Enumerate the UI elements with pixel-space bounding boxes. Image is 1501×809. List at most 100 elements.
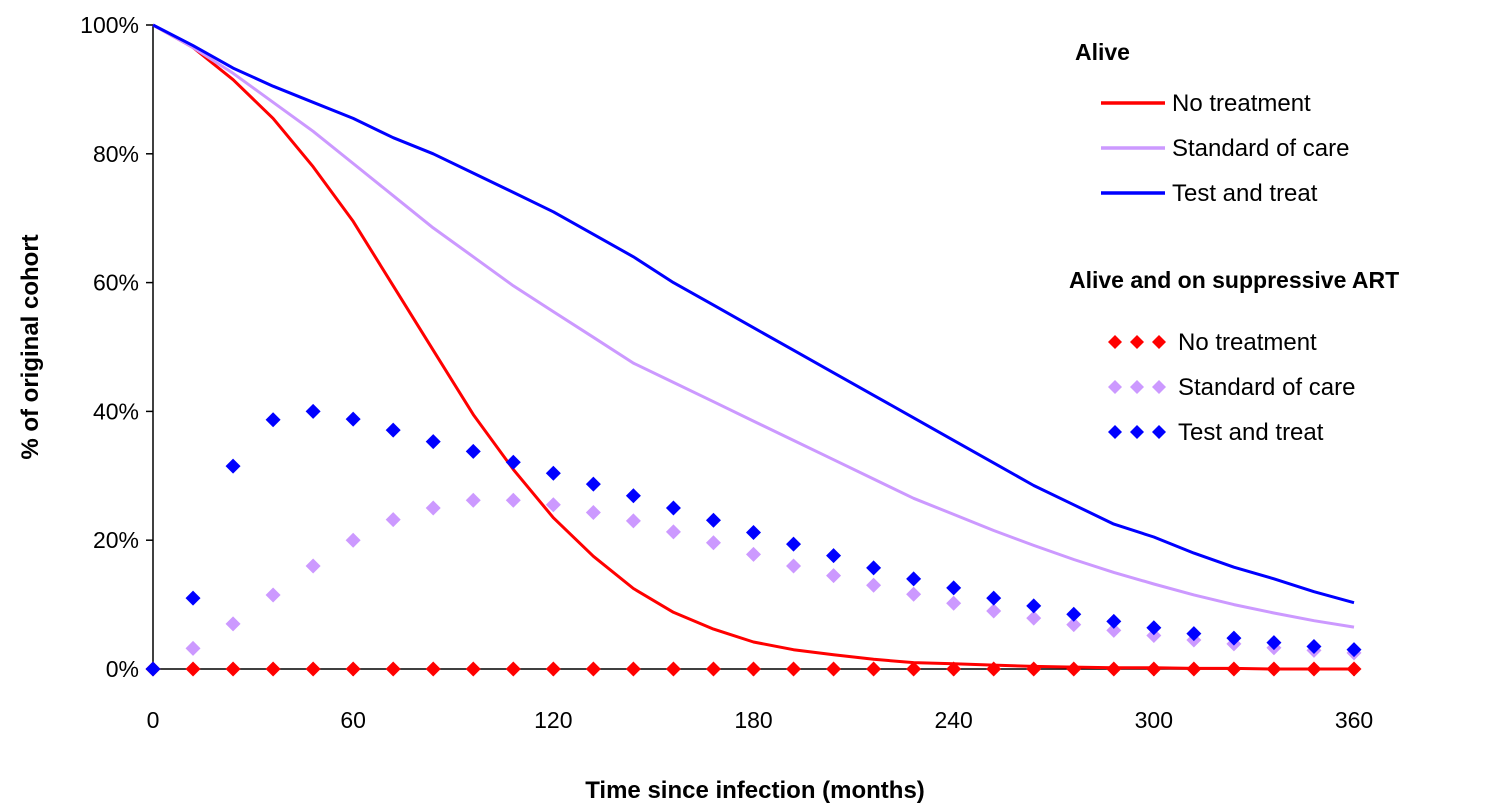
legend-label: Standard of care [1172, 135, 1349, 162]
art-point-no-treatment [665, 661, 681, 677]
art-point-standard-of-care [545, 497, 561, 513]
alive-line-standard-of-care [152, 23, 1355, 629]
art-point-standard-of-care [425, 500, 441, 516]
art-point-test-and-treat [1146, 620, 1162, 636]
legend: Alive No treatment Standard of care Test an… [1069, 39, 1399, 446]
art-point-no-treatment [746, 661, 761, 677]
legend-label: Test and treat [1178, 419, 1324, 446]
art-point-no-treatment [1106, 661, 1122, 677]
legend-diamond-swatch [1108, 335, 1122, 349]
art-point-test-and-treat [1066, 606, 1082, 622]
y-tick-label: 100% [80, 12, 139, 38]
art-point-standard-of-care [265, 587, 281, 603]
legend-diamond-swatch [1152, 335, 1166, 349]
x-tick-label: 0 [147, 707, 160, 733]
legend-label: Test and treat [1172, 180, 1318, 207]
art-point-test-and-treat [625, 488, 641, 504]
art-point-test-and-treat [826, 548, 842, 564]
art-point-test-and-treat [906, 571, 922, 587]
art-point-test-and-treat [545, 465, 561, 481]
art-point-no-treatment [305, 661, 321, 677]
art-point-standard-of-care [185, 640, 201, 656]
art-point-test-and-treat [145, 661, 161, 677]
art-point-no-treatment [1066, 661, 1082, 677]
y-axis-title: % of original cohort [17, 234, 44, 459]
art-point-no-treatment [1266, 661, 1282, 677]
art-point-no-treatment [906, 661, 922, 677]
art-point-test-and-treat [746, 524, 761, 540]
y-tick-label: 60% [93, 270, 139, 296]
art-point-test-and-treat [665, 500, 681, 516]
x-tick-label: 360 [1335, 707, 1373, 733]
art-point-standard-of-care [786, 558, 802, 574]
art-point-no-treatment [425, 661, 441, 677]
art-point-standard-of-care [345, 532, 361, 548]
art-point-no-treatment [505, 661, 521, 677]
art-point-no-treatment [385, 661, 401, 677]
art-point-test-and-treat [946, 580, 962, 596]
art-point-standard-of-care [1146, 628, 1162, 644]
x-axis-title: Time since infection (months) [585, 777, 925, 804]
art-point-test-and-treat [1226, 630, 1242, 646]
legend-diamond-swatch [1152, 425, 1166, 439]
x-tick-label: 300 [1135, 707, 1173, 733]
legend-label: Standard of care [1178, 374, 1355, 401]
legend-diamond-swatch [1130, 425, 1144, 439]
legend-diamond-swatch [1152, 380, 1166, 394]
art-point-standard-of-care [746, 546, 761, 562]
art-point-test-and-treat [425, 434, 441, 450]
art-point-standard-of-care [385, 512, 401, 528]
alive-line-test-and-treat [152, 23, 1355, 605]
x-tick-label: 180 [734, 707, 772, 733]
art-point-no-treatment [1346, 661, 1362, 677]
art-point-standard-of-care [1026, 610, 1042, 626]
art-point-standard-of-care [305, 558, 321, 574]
art-point-test-and-treat [986, 590, 1002, 606]
art-point-no-treatment [465, 661, 481, 677]
art-point-no-treatment [1186, 661, 1202, 677]
legend-diamond-swatch [1130, 380, 1144, 394]
x-tick-label: 240 [934, 707, 972, 733]
legend-diamond-swatch [1108, 425, 1122, 439]
plot-area: 0% 20% 40% 60% 80% 100% 0 60 120 180 240 300 360 [80, 12, 1373, 733]
art-point-no-treatment [986, 661, 1002, 677]
art-point-test-and-treat [1186, 626, 1202, 642]
legend-heading-art: Alive and on suppressive ART [1069, 267, 1399, 293]
art-point-standard-of-care [225, 616, 241, 632]
art-point-standard-of-care [946, 595, 962, 611]
art-point-standard-of-care [625, 513, 641, 529]
art-point-no-treatment [545, 661, 561, 677]
legend-diamond-swatch [1130, 335, 1144, 349]
legend-label: No treatment [1172, 90, 1311, 117]
art-point-no-treatment [705, 661, 721, 677]
art-point-standard-of-care [866, 577, 882, 593]
art-point-test-and-treat [1346, 642, 1362, 658]
x-tick-label: 120 [534, 707, 572, 733]
art-point-standard-of-care [465, 492, 481, 508]
art-point-standard-of-care [826, 568, 842, 584]
art-point-test-and-treat [1266, 635, 1282, 651]
art-point-standard-of-care [1066, 617, 1082, 633]
art-point-no-treatment [866, 661, 882, 677]
y-tick-label: 0% [106, 656, 139, 682]
art-point-test-and-treat [305, 403, 321, 419]
art-point-test-and-treat [505, 454, 521, 470]
art-point-no-treatment [826, 661, 842, 677]
art-point-test-and-treat [385, 422, 401, 438]
alive-lines [152, 23, 1355, 671]
art-point-no-treatment [185, 661, 201, 677]
x-tick-label: 60 [340, 707, 366, 733]
x-axis-ticks: 0 60 120 180 240 300 360 [147, 669, 1373, 733]
art-point-test-and-treat [345, 411, 361, 427]
art-point-test-and-treat [1306, 638, 1322, 654]
art-point-no-treatment [946, 661, 962, 677]
legend-heading-alive: Alive [1075, 39, 1130, 65]
art-point-test-and-treat [185, 590, 201, 606]
alive-line-no-treatment [152, 23, 1354, 671]
art-point-no-treatment [1146, 661, 1162, 677]
art-point-no-treatment [786, 661, 802, 677]
art-point-no-treatment [265, 661, 281, 677]
art-point-standard-of-care [906, 586, 922, 602]
art-point-standard-of-care [705, 535, 721, 551]
